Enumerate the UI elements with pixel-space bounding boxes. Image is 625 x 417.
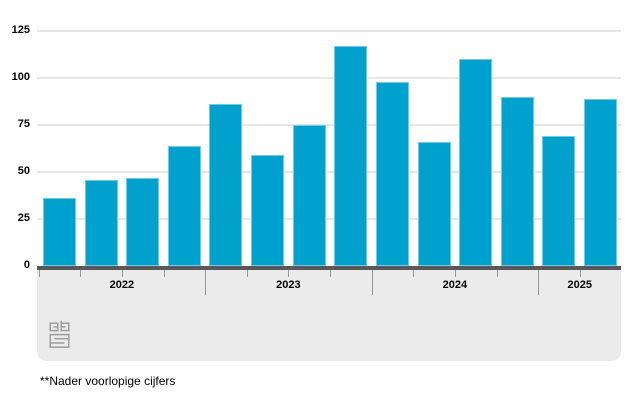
bar-2024-q1[interactable] xyxy=(375,81,409,266)
bar-2022-q3[interactable] xyxy=(126,177,160,266)
year-boundary-tick xyxy=(538,270,540,295)
y-axis-label: 75 xyxy=(17,118,30,130)
bar-2024-q4[interactable] xyxy=(500,96,534,266)
bar-2023-q4[interactable] xyxy=(334,46,368,266)
quarter-tick xyxy=(121,270,123,277)
cbs-logo-s-slots xyxy=(50,338,69,344)
quarter-tick xyxy=(163,270,165,277)
x-axis-band xyxy=(37,270,621,361)
year-boundary-tick xyxy=(371,270,373,295)
y-axis-label: 25 xyxy=(17,212,30,224)
bar-2023-q2[interactable] xyxy=(251,155,285,266)
gridline xyxy=(37,124,621,126)
bar-2024-q3[interactable] xyxy=(459,59,493,266)
bar-2022-q1[interactable] xyxy=(43,198,76,266)
quarter-tick xyxy=(496,270,498,277)
quarter-tick xyxy=(454,270,456,277)
bar-2023-q1[interactable] xyxy=(209,104,243,266)
x-axis-year-label: 2024 xyxy=(442,279,468,291)
quarter-tick xyxy=(80,270,82,277)
cbs-logo xyxy=(49,320,70,348)
y-axis-label: 125 xyxy=(11,24,30,36)
y-axis-label: 0 xyxy=(23,259,30,271)
x-axis-year-label: 2022 xyxy=(109,279,135,291)
gridline xyxy=(37,218,621,220)
quarter-tick xyxy=(330,270,332,277)
quarter-tick xyxy=(38,270,40,277)
bar-2024-q2[interactable] xyxy=(417,141,451,266)
cbs-logo-b-stem xyxy=(60,320,66,328)
quarter-tick xyxy=(288,270,290,277)
x-axis-year-label: 2025 xyxy=(567,279,592,291)
gridline xyxy=(37,77,621,79)
cbs-logo-s xyxy=(49,333,70,348)
gridline xyxy=(37,30,621,32)
footnote: **Nader voorlopige cijfers xyxy=(40,374,176,388)
x-axis-line xyxy=(37,266,621,270)
y-axis-label: 100 xyxy=(11,71,30,83)
bar-2025-q1[interactable] xyxy=(542,136,576,266)
quarter-tick xyxy=(413,270,415,277)
bar-2023-q3[interactable] xyxy=(292,125,326,266)
bar-2022-q4[interactable] xyxy=(167,145,201,266)
year-boundary-tick xyxy=(205,270,207,295)
quarter-tick xyxy=(579,270,581,277)
y-axis-label: 50 xyxy=(17,165,30,177)
gridline xyxy=(37,171,621,173)
x-axis-year-label: 2023 xyxy=(276,279,301,291)
quarter-tick xyxy=(246,270,248,277)
bar-2022-q2[interactable] xyxy=(84,179,118,266)
bar-2025-q2[interactable] xyxy=(584,98,618,266)
